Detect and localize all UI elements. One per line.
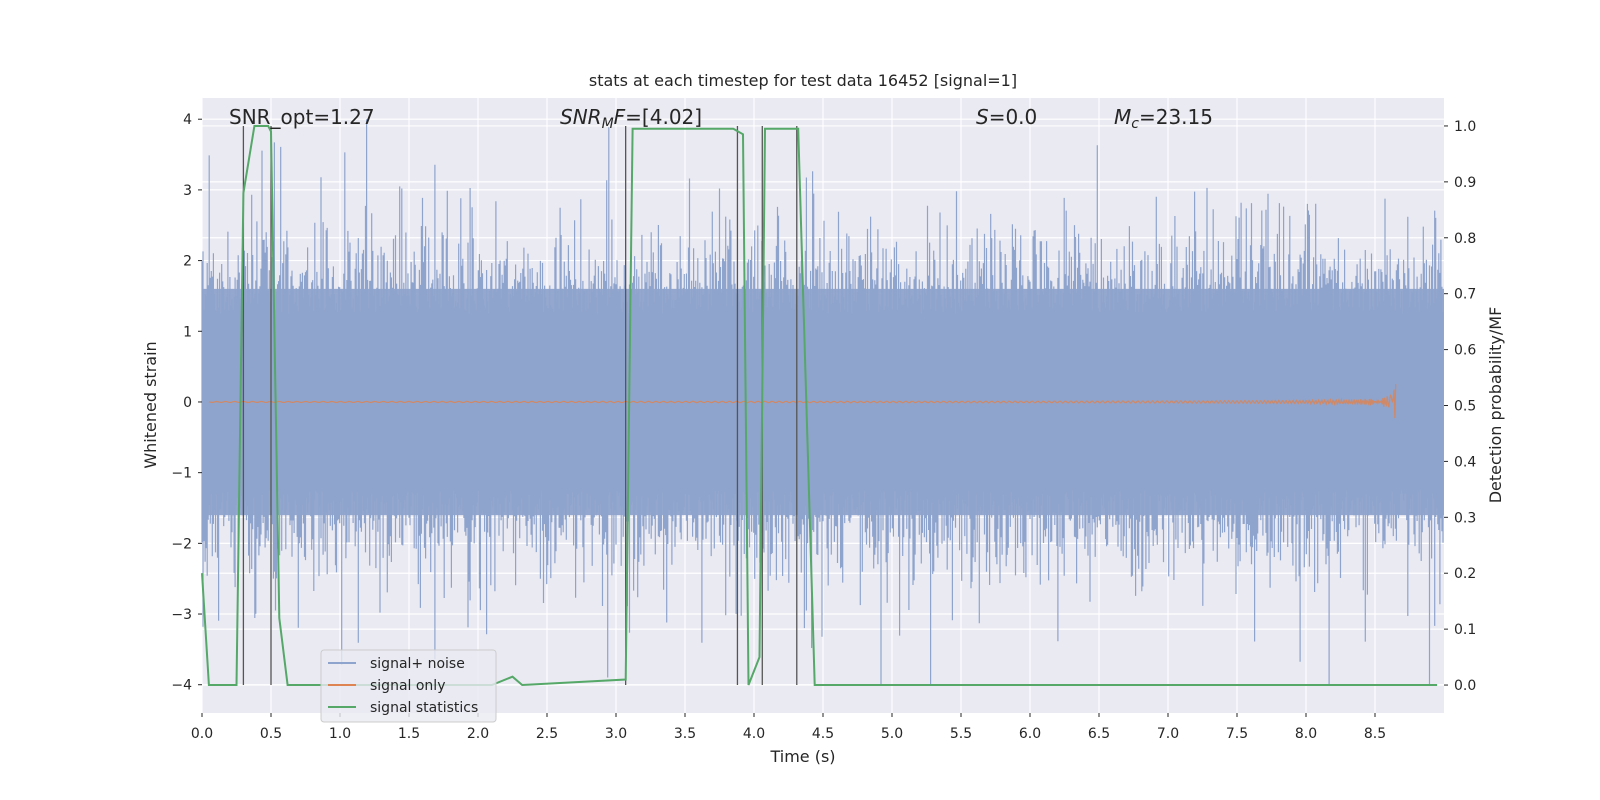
s-value: =0.0 — [989, 105, 1038, 129]
x-tick-label: 8.0 — [1295, 726, 1317, 742]
x-tick-label: 5.0 — [881, 726, 903, 742]
signal-statistics-line — [201, 125, 1438, 687]
legend-label-signal-noise: signal+ noise — [370, 656, 465, 672]
snr-mf-value: =[4.02] — [625, 105, 702, 129]
annotation-snr-mf: SNRMF=[4.02] — [560, 105, 702, 132]
x-tick-label: 4.0 — [743, 726, 765, 742]
x-tick-label: 6.0 — [1019, 726, 1041, 742]
x-tick-label: 1.5 — [398, 726, 420, 742]
y-left-tick-label: −3 — [171, 607, 192, 623]
x-tick-label: 4.5 — [812, 726, 834, 742]
x-tick-label: 7.5 — [1226, 726, 1248, 742]
legend-box — [320, 649, 497, 723]
x-tick-label: 0.5 — [260, 726, 282, 742]
y-left-tick-label: 0 — [183, 395, 192, 411]
y-right-tick-label: 0.5 — [1454, 399, 1476, 415]
y-right-axis-label: Detection probability/MF — [1486, 307, 1505, 504]
annotation-snr-opt: SNR_opt=1.27 — [229, 105, 375, 129]
mc-sub: c — [1131, 116, 1139, 132]
y-right-tick-label: 0.4 — [1454, 454, 1476, 470]
x-tick-label: 1.0 — [329, 726, 351, 742]
y-right-tick-label: 0.7 — [1454, 287, 1476, 303]
legend-label-signal-statistics: signal statistics — [370, 700, 478, 716]
series-signal-only — [208, 383, 1397, 419]
y-right-tick-label: 0.6 — [1454, 343, 1476, 359]
chart-title: stats at each timestep for test data 164… — [589, 71, 1017, 90]
x-tick-label: 3.5 — [674, 726, 696, 742]
y-right-tick-label: 0.3 — [1454, 510, 1476, 526]
snr-mf-main: SNR — [560, 105, 602, 129]
y-right-tick-label: 0.8 — [1454, 231, 1476, 247]
x-tick-label: 6.5 — [1088, 726, 1110, 742]
x-tick-label: 5.5 — [950, 726, 972, 742]
y-left-axis-ticks: 4 3 2 1 0 −1 −2 −3 −4 — [171, 112, 202, 694]
y-left-tick-label: −4 — [171, 678, 192, 694]
mc-value: =23.15 — [1139, 105, 1213, 129]
x-axis-ticks: 0.0 0.5 1.0 1.5 2.0 2.5 3.0 3.5 4.0 4.5 5.0 5.5 6.0 6… — [191, 713, 1386, 742]
y-right-tick-label: 0.1 — [1454, 622, 1476, 638]
legend: signal+ noise signal only signal statist… — [320, 649, 497, 723]
mc-var: M — [1114, 105, 1131, 129]
snr-mf-rest: F — [614, 105, 626, 129]
legend-label-signal-only: signal only — [370, 678, 445, 694]
y-right-tick-label: 1.0 — [1454, 119, 1476, 135]
y-left-tick-label: 1 — [183, 324, 192, 340]
y-left-tick-label: 4 — [183, 112, 192, 128]
y-left-tick-label: 3 — [183, 183, 192, 199]
x-tick-label: 8.5 — [1364, 726, 1386, 742]
annotation-s: S=0.0 — [976, 105, 1037, 129]
x-tick-label: 2.0 — [467, 726, 489, 742]
x-tick-label: 3.0 — [605, 726, 627, 742]
x-tick-label: 0.0 — [191, 726, 213, 742]
y-left-tick-label: −2 — [171, 536, 192, 552]
x-tick-label: 7.0 — [1157, 726, 1179, 742]
x-axis-label: Time (s) — [769, 747, 835, 766]
y-right-tick-label: 0.0 — [1454, 678, 1476, 694]
annotation-mc: Mc=23.15 — [1114, 105, 1213, 132]
y-left-tick-label: −1 — [171, 466, 192, 482]
signal-chirp-line — [208, 383, 1397, 419]
snr-mf-sub: M — [602, 116, 614, 132]
y-right-tick-label: 0.9 — [1454, 175, 1476, 191]
y-right-axis-ticks: 1.0 0.9 0.8 0.7 0.6 0.5 0.4 0.3 0.2 0.1 0.0 — [1444, 119, 1476, 694]
y-left-axis-label: Whitened strain — [141, 341, 160, 468]
x-tick-label: 2.5 — [536, 726, 558, 742]
s-var: S — [976, 105, 989, 129]
y-left-tick-label: 2 — [183, 254, 192, 270]
y-right-tick-label: 0.2 — [1454, 566, 1476, 582]
